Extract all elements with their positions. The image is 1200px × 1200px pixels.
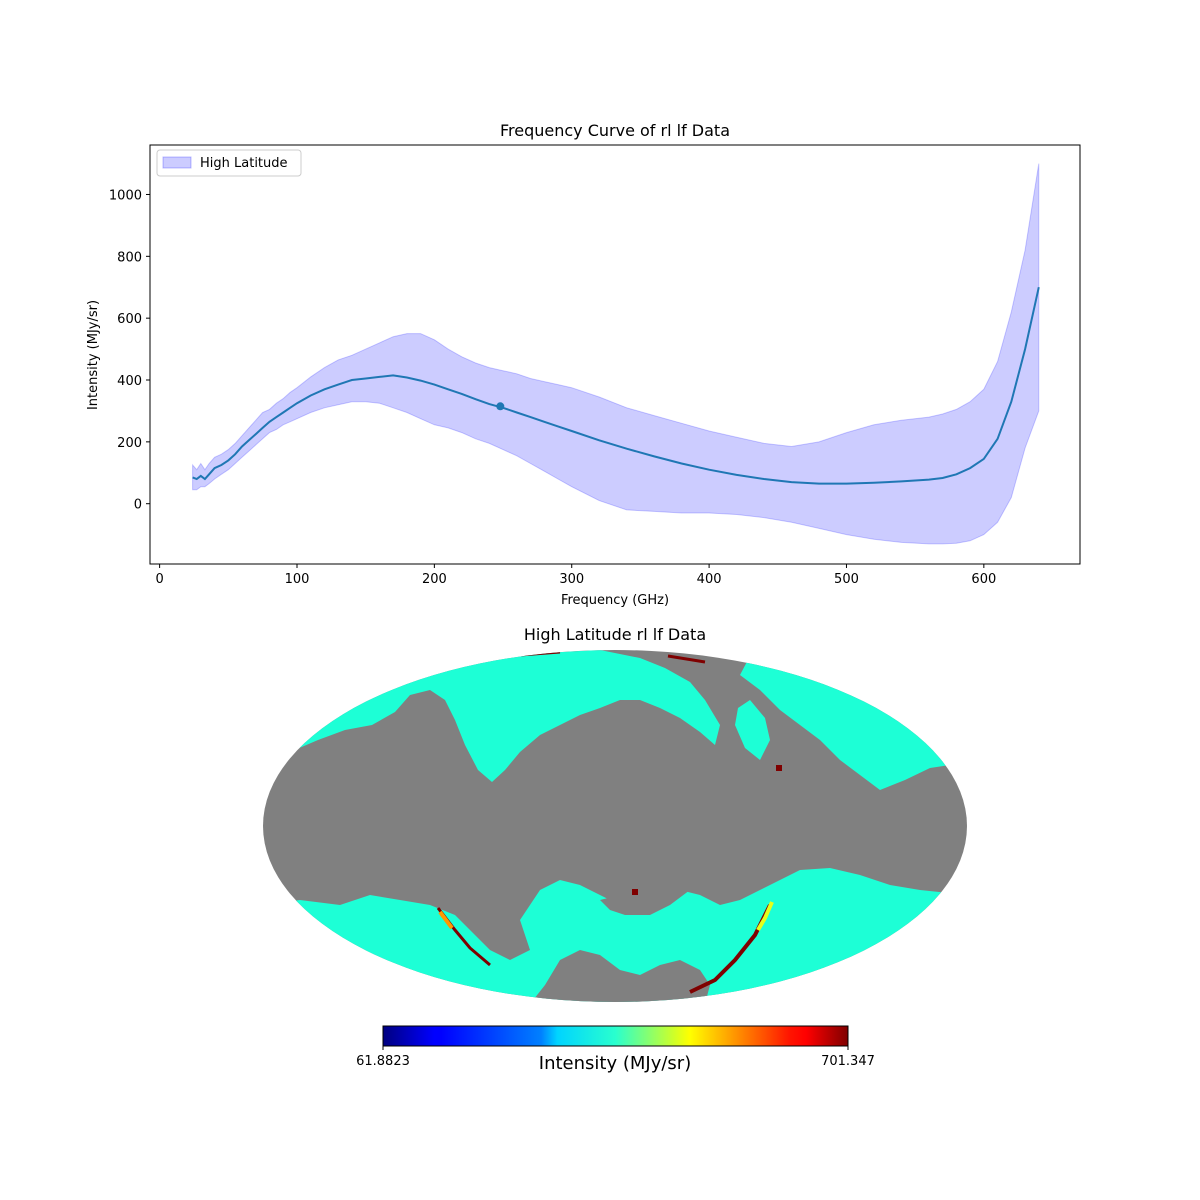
x-tick-label: 600 <box>971 572 996 587</box>
south-mask-inner <box>600 878 690 915</box>
south-region-main <box>263 868 967 1002</box>
y-axis-ticks: 0 200 400 600 800 1000 <box>109 188 150 513</box>
legend-entry-high-latitude: High Latitude <box>200 156 288 171</box>
y-tick-label: 400 <box>117 374 142 389</box>
north-region-east <box>740 656 950 790</box>
mollweide-map <box>263 650 967 1002</box>
legend-frame <box>156 149 302 177</box>
north-edge-feature-2 <box>667 654 706 664</box>
x-tick-label: 0 <box>155 572 163 587</box>
colorbar-gradient <box>382 1025 849 1047</box>
highlight-point <box>496 402 505 411</box>
colorbar: 61.8823 701.347 Intensity (MJy/sr) <box>356 1025 875 1074</box>
y-tick-label: 200 <box>117 436 142 451</box>
south-mask-bay <box>530 950 710 1002</box>
std-band-layer <box>192 163 1040 545</box>
north-region-mid <box>735 700 770 760</box>
legend-swatch <box>162 156 192 169</box>
sky-map-panel: High Latitude rl lf Data <box>263 625 967 1074</box>
colorbar-min-label: 61.8823 <box>356 1054 410 1069</box>
colorbar-label: Intensity (MJy/sr) <box>539 1053 691 1074</box>
x-tick-label: 100 <box>285 572 310 587</box>
map-title: High Latitude rl lf Data <box>524 625 706 644</box>
x-axis-label: Frequency (GHz) <box>561 593 669 608</box>
y-tick-label: 800 <box>117 250 142 265</box>
mean-line <box>192 286 1040 485</box>
y-tick-label: 1000 <box>109 188 142 203</box>
hotspot-south <box>632 889 638 895</box>
y-tick-label: 600 <box>117 312 142 327</box>
x-axis-ticks: 0 100 200 300 400 500 600 <box>155 564 996 587</box>
x-tick-label: 300 <box>559 572 584 587</box>
arc-feature-east-yellow <box>756 901 774 932</box>
hotspot-north <box>776 765 782 771</box>
legend: High Latitude <box>156 149 302 177</box>
mean-line-layer <box>192 286 1040 485</box>
x-tick-label: 400 <box>697 572 722 587</box>
frequency-curve-chart: Frequency Curve of rl lf Data 0 100 200 300… <box>86 121 1081 608</box>
x-tick-label: 500 <box>834 572 859 587</box>
colorbar-max-label: 701.347 <box>821 1054 875 1069</box>
plot-frame <box>149 144 1081 565</box>
chart-title: Frequency Curve of rl lf Data <box>500 121 730 140</box>
std-band <box>192 163 1040 545</box>
y-axis-label: Intensity (MJy/sr) <box>86 300 101 410</box>
x-tick-label: 200 <box>422 572 447 587</box>
north-region-west <box>263 650 720 782</box>
arc-feature-west-orange <box>438 910 454 930</box>
y-tick-label: 0 <box>134 498 142 513</box>
